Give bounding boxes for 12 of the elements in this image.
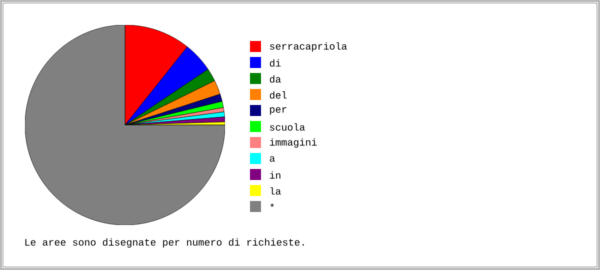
legend-label: immagini: [270, 138, 317, 148]
legend-label: del: [270, 91, 287, 99]
text: Le aree sono disegnate per numero di richieste.: [25, 238, 304, 248]
legend-label: la: [270, 187, 281, 195]
legend-label: in: [270, 171, 280, 179]
legend-label: scuola: [270, 123, 305, 131]
legend-label: per: [270, 107, 286, 115]
legend-label: *: [270, 203, 274, 207]
legend-label: a: [270, 156, 275, 162]
legend-label: da: [270, 75, 281, 83]
legend-label: serracapriola: [270, 42, 347, 52]
legend-label: di: [270, 59, 281, 67]
